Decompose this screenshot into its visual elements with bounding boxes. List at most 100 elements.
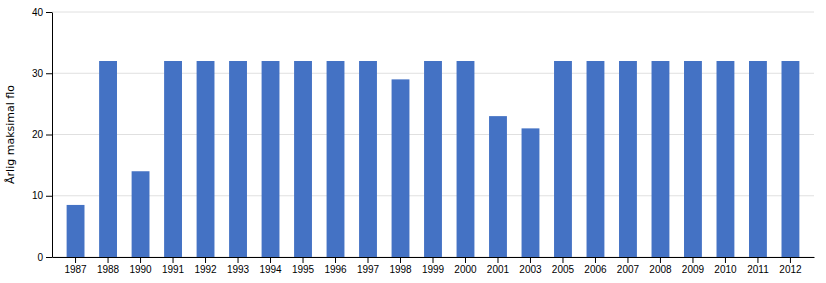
y-tick-mark bbox=[46, 12, 52, 13]
chart-container: 1987 1988 1990 1991 1992 1993 1994 1995 1996 1997… bbox=[0, 0, 826, 283]
x-tick-label: 1999 bbox=[422, 264, 445, 275]
y-tick: 20 bbox=[32, 129, 52, 140]
bar bbox=[197, 61, 215, 257]
x-axis: 1987 1988 1990 1991 1992 1993 1994 1995 1996 1997… bbox=[53, 257, 815, 275]
y-tick: 10 bbox=[32, 190, 52, 201]
chart: 1987 1988 1990 1991 1992 1993 1994 1995 1996 1997… bbox=[0, 0, 826, 283]
x-tick: 1988 bbox=[97, 257, 120, 275]
y-tick-label: 40 bbox=[32, 7, 44, 18]
x-tick-mark bbox=[757, 257, 758, 263]
bar bbox=[229, 61, 247, 257]
bar bbox=[684, 61, 702, 257]
bar bbox=[587, 61, 605, 257]
y-tick-mark bbox=[46, 257, 52, 258]
x-tick: 1994 bbox=[259, 257, 282, 275]
plot: 1987 1988 1990 1991 1992 1993 1994 1995 1996 1997… bbox=[32, 7, 815, 275]
x-tick-label: 1987 bbox=[64, 264, 87, 275]
x-tick-mark bbox=[238, 257, 239, 263]
y-tick-label: 0 bbox=[37, 252, 43, 263]
bar bbox=[522, 128, 540, 257]
bar bbox=[359, 61, 377, 257]
y-tick-mark bbox=[46, 73, 52, 74]
bar bbox=[99, 61, 117, 257]
x-tick: 1998 bbox=[389, 257, 412, 275]
x-tick-label: 1996 bbox=[324, 264, 347, 275]
bar bbox=[164, 61, 182, 257]
x-tick: 2000 bbox=[454, 257, 477, 275]
x-tick: 1995 bbox=[292, 257, 315, 275]
x-tick-label: 1992 bbox=[194, 264, 217, 275]
x-tick-label: 1991 bbox=[162, 264, 185, 275]
x-tick-label: 2003 bbox=[519, 264, 542, 275]
grid-line bbox=[52, 12, 814, 13]
y-axis-title: Årlig maksimal flo bbox=[4, 85, 17, 184]
x-tick: 1993 bbox=[227, 257, 250, 275]
x-tick-label: 2006 bbox=[584, 264, 607, 275]
x-tick-mark bbox=[205, 257, 206, 263]
y-tick: 30 bbox=[32, 68, 52, 79]
bar bbox=[132, 171, 150, 257]
x-tick-mark bbox=[562, 257, 563, 263]
bar bbox=[652, 61, 670, 257]
bar bbox=[457, 61, 475, 257]
x-tick: 1990 bbox=[129, 257, 152, 275]
bar bbox=[262, 61, 280, 257]
y-tick-label: 20 bbox=[32, 129, 44, 140]
x-tick-label: 1998 bbox=[389, 264, 412, 275]
x-tick: 2003 bbox=[519, 257, 542, 275]
x-tick: 1992 bbox=[194, 257, 217, 275]
bar bbox=[67, 205, 85, 257]
x-tick-mark bbox=[725, 257, 726, 263]
x-tick: 2011 bbox=[747, 257, 769, 275]
bar bbox=[619, 61, 637, 257]
x-tick-mark bbox=[660, 257, 661, 263]
x-tick-mark bbox=[368, 257, 369, 263]
x-tick-mark bbox=[692, 257, 693, 263]
bar bbox=[294, 61, 312, 257]
x-tick: 1991 bbox=[162, 257, 185, 275]
y-tick: 40 bbox=[32, 7, 52, 18]
x-tick-label: 2001 bbox=[487, 264, 510, 275]
bar bbox=[489, 116, 507, 257]
x-tick: 2012 bbox=[779, 257, 802, 275]
bar bbox=[749, 61, 767, 257]
x-tick-label: 1997 bbox=[357, 264, 380, 275]
x-tick: 2006 bbox=[584, 257, 607, 275]
x-tick-label: 2007 bbox=[617, 264, 640, 275]
bar bbox=[717, 61, 735, 257]
x-tick-mark bbox=[108, 257, 109, 263]
x-tick: 2001 bbox=[487, 257, 510, 275]
y-axis-line bbox=[52, 13, 53, 258]
x-tick: 1987 bbox=[64, 257, 87, 275]
x-tick-mark bbox=[530, 257, 531, 263]
x-tick-label: 2010 bbox=[714, 264, 737, 275]
x-tick-label: 1994 bbox=[259, 264, 282, 275]
x-tick-label: 1990 bbox=[129, 264, 152, 275]
x-tick: 1999 bbox=[422, 257, 445, 275]
x-tick-mark bbox=[335, 257, 336, 263]
y-tick-mark bbox=[46, 196, 52, 197]
x-tick-label: 1993 bbox=[227, 264, 250, 275]
y-tick-label: 30 bbox=[32, 68, 44, 79]
x-tick-label: 2011 bbox=[747, 264, 769, 275]
bar bbox=[554, 61, 572, 257]
grid bbox=[52, 12, 814, 257]
y-axis: 0 10 20 30 40 bbox=[32, 7, 53, 263]
x-tick-label: 2012 bbox=[779, 264, 802, 275]
x-tick-mark bbox=[140, 257, 141, 263]
x-tick-label: 2005 bbox=[552, 264, 575, 275]
x-tick-label: 2000 bbox=[454, 264, 477, 275]
x-tick-label: 1995 bbox=[292, 264, 315, 275]
x-tick-label: 2009 bbox=[682, 264, 705, 275]
bars bbox=[67, 61, 800, 257]
bar bbox=[424, 61, 442, 257]
x-tick: 1997 bbox=[357, 257, 380, 275]
x-tick-label: 1988 bbox=[97, 264, 120, 275]
x-tick-mark bbox=[595, 257, 596, 263]
x-tick: 2005 bbox=[552, 257, 575, 275]
bar bbox=[392, 79, 410, 257]
x-tick: 2010 bbox=[714, 257, 737, 275]
bar bbox=[327, 61, 345, 257]
x-tick: 2009 bbox=[682, 257, 705, 275]
x-tick-mark bbox=[627, 257, 628, 263]
